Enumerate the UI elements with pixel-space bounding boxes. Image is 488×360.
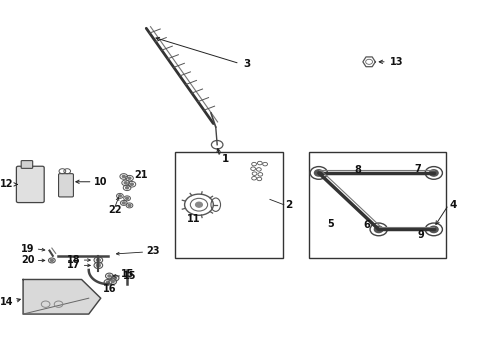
Text: 22: 22 bbox=[108, 205, 121, 215]
Circle shape bbox=[96, 259, 100, 261]
Circle shape bbox=[314, 170, 323, 176]
Circle shape bbox=[195, 202, 202, 207]
Text: 14: 14 bbox=[0, 297, 14, 307]
Text: 4: 4 bbox=[448, 200, 456, 210]
Bar bbox=[308, 152, 445, 258]
Text: 6: 6 bbox=[363, 220, 369, 230]
Circle shape bbox=[122, 175, 125, 177]
Circle shape bbox=[128, 204, 131, 207]
Text: 23: 23 bbox=[146, 246, 160, 256]
Text: 8: 8 bbox=[354, 165, 361, 175]
Text: 9: 9 bbox=[416, 230, 423, 240]
Circle shape bbox=[96, 264, 100, 267]
Text: 18: 18 bbox=[67, 255, 81, 265]
Circle shape bbox=[122, 202, 125, 204]
Text: 1: 1 bbox=[221, 154, 228, 164]
Circle shape bbox=[428, 226, 437, 233]
Text: 19: 19 bbox=[21, 244, 35, 254]
Circle shape bbox=[108, 275, 111, 277]
Text: 12: 12 bbox=[0, 179, 14, 189]
Circle shape bbox=[128, 177, 131, 179]
Text: 3: 3 bbox=[243, 59, 250, 68]
Circle shape bbox=[118, 195, 121, 197]
Circle shape bbox=[125, 197, 128, 199]
Text: 11: 11 bbox=[186, 214, 200, 224]
Text: 7: 7 bbox=[414, 165, 421, 174]
FancyBboxPatch shape bbox=[21, 161, 33, 168]
Circle shape bbox=[124, 182, 127, 184]
Text: 16: 16 bbox=[103, 284, 117, 294]
Circle shape bbox=[130, 183, 133, 185]
Circle shape bbox=[428, 170, 437, 176]
Text: 13: 13 bbox=[389, 57, 403, 67]
Circle shape bbox=[374, 226, 382, 233]
Bar bbox=[175, 152, 282, 258]
Text: 20: 20 bbox=[21, 256, 35, 265]
FancyBboxPatch shape bbox=[59, 174, 73, 197]
Polygon shape bbox=[23, 279, 101, 314]
Text: 21: 21 bbox=[134, 170, 147, 180]
Circle shape bbox=[50, 259, 53, 261]
Text: 5: 5 bbox=[326, 219, 333, 229]
Circle shape bbox=[106, 281, 109, 283]
Text: 15: 15 bbox=[121, 269, 135, 279]
Circle shape bbox=[113, 277, 116, 279]
Circle shape bbox=[111, 280, 114, 283]
Circle shape bbox=[125, 187, 128, 189]
Text: 17: 17 bbox=[67, 260, 81, 270]
Text: 2: 2 bbox=[284, 200, 291, 210]
FancyBboxPatch shape bbox=[17, 166, 44, 203]
Text: 15: 15 bbox=[123, 271, 137, 281]
Text: 10: 10 bbox=[93, 177, 107, 187]
